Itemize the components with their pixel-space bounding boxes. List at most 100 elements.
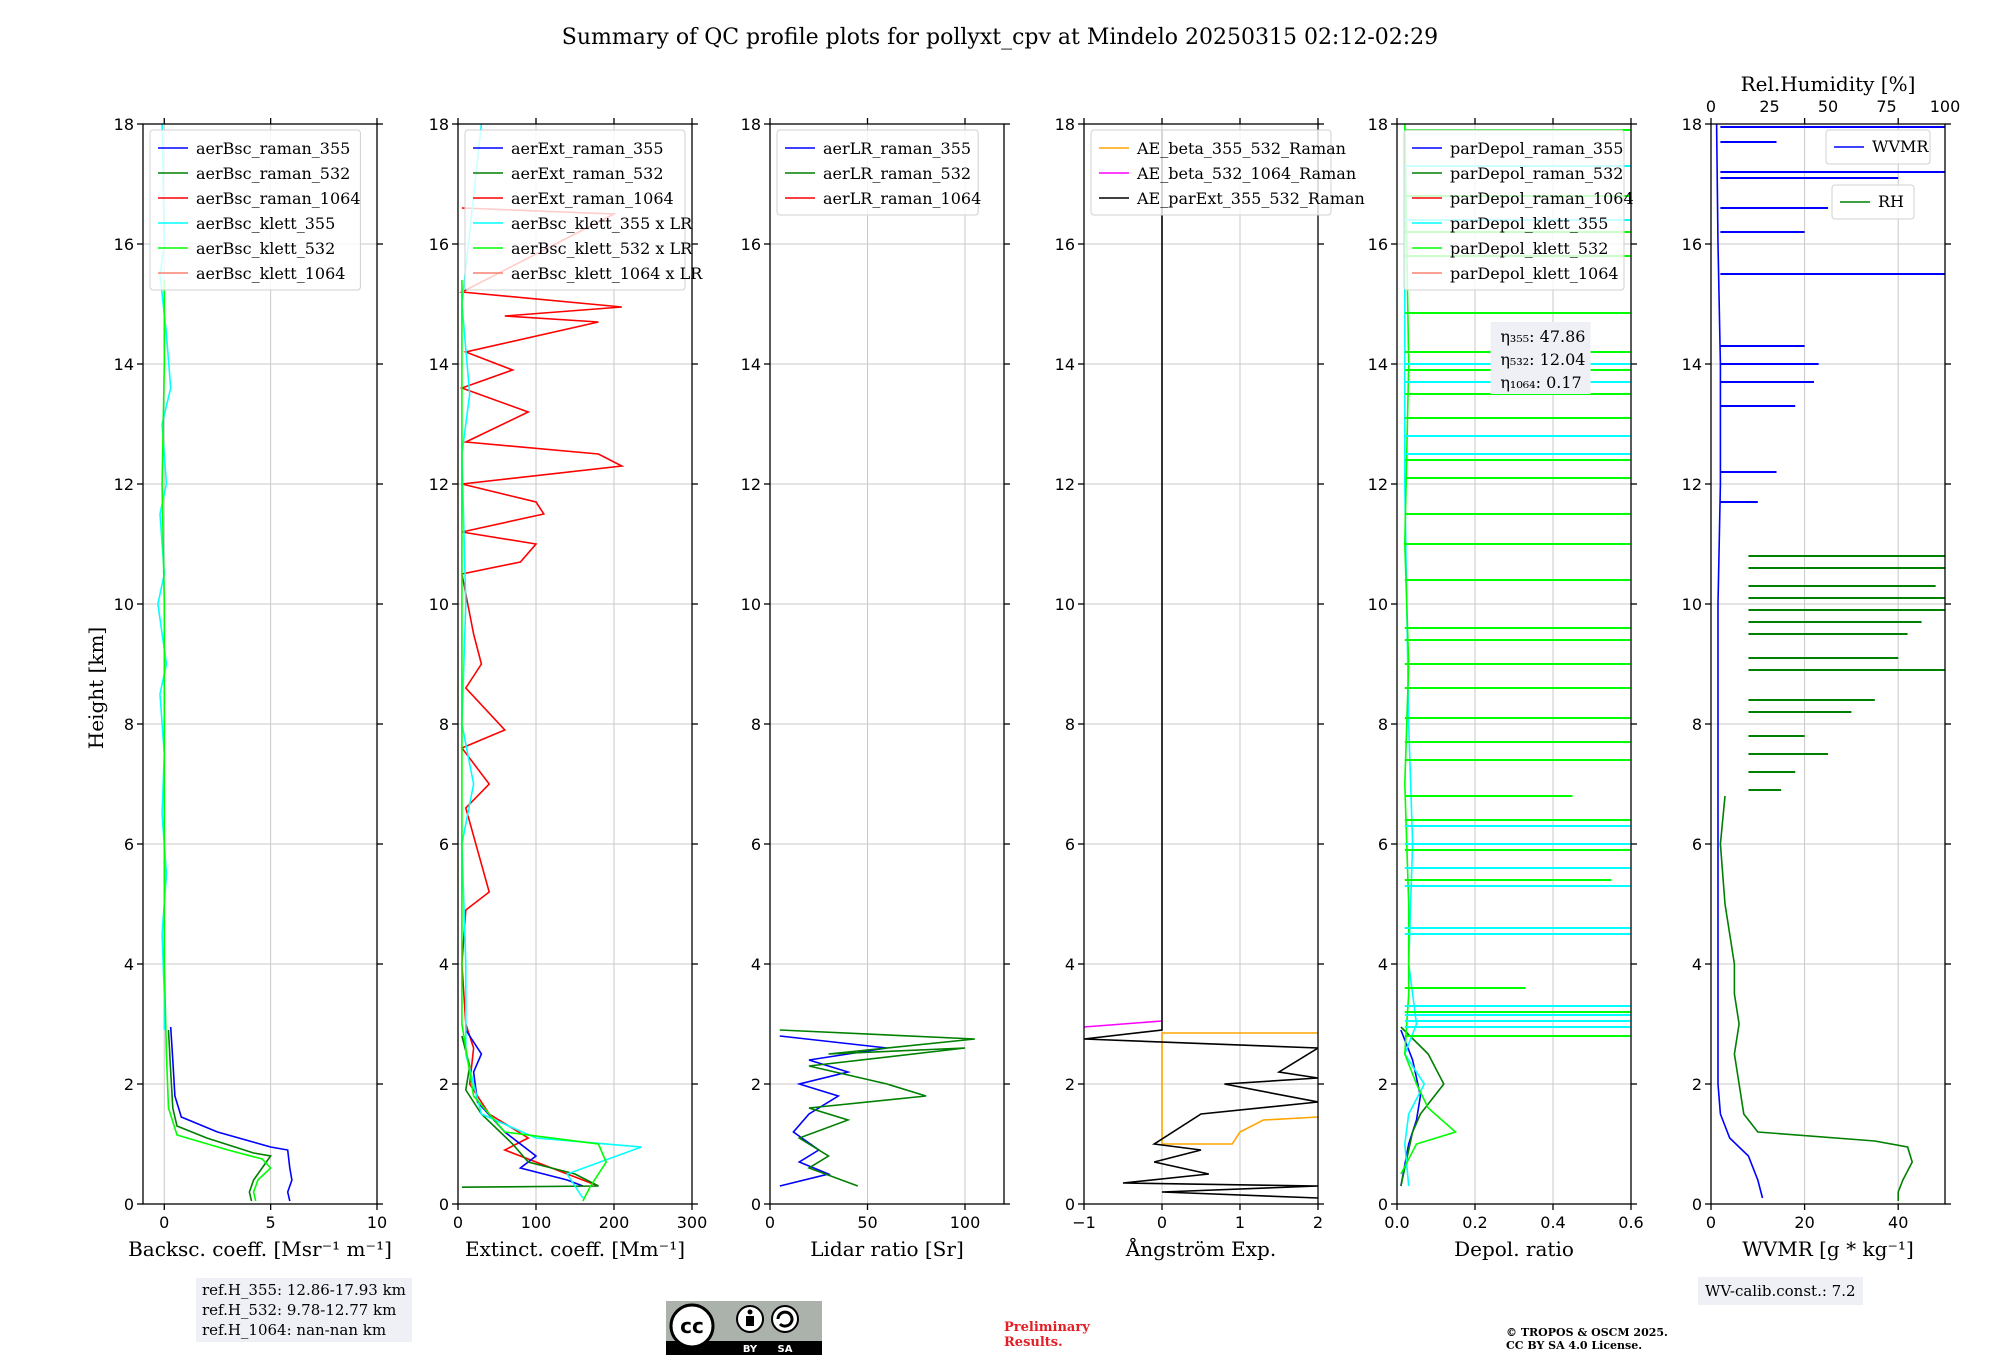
wv-calib-text: WV-calib.const.: 7.2 [1705,1282,1856,1300]
y-tick-label: 6 [1378,835,1388,854]
by-label: BY [743,1344,758,1355]
y-tick-label: 18 [1055,115,1075,134]
x-tick-label: 100 [521,1213,552,1232]
panel-backscatter: 0 2 4 6 8 10 12 14 16 18 0 5 10 Backsc. coeff. [Msr⁻¹… [114,115,392,1261]
x-tick-label: 2 [1313,1213,1323,1232]
preliminary-note: Preliminary Results. [1004,1320,1090,1350]
sa-label: SA [778,1344,793,1355]
ref-height-532: ref.H_532: 9.78-12.77 km [202,1301,397,1319]
y-axis-label: Height [km] [84,627,108,749]
x-tick-label: 0 [453,1213,463,1232]
x-axis-label: WVMR [g * kg⁻¹] [1742,1237,1914,1261]
x2-tick-label: 75 [1876,97,1896,116]
legend-entry: AE_beta_532_1064_Raman [1136,164,1356,183]
legend-box [1090,129,1332,216]
y-tick-label: 16 [741,235,761,254]
series-AE_parExt_355_532_Raman [1084,130,1318,1199]
x2-tick-label: 100 [1930,97,1961,116]
y-tick-label: 4 [1065,955,1075,974]
legend-entry: AE_beta_355_532_Raman [1136,139,1346,158]
y-tick-label: 14 [429,355,449,374]
series-group [1084,130,1318,1199]
y-tick-label: 8 [439,715,449,734]
x-tick-label: 100 [950,1213,981,1232]
legend-entry: parDepol_raman_1064 [1450,189,1634,208]
x-tick-label: 0.2 [1462,1213,1487,1232]
series-group [1715,124,1945,1201]
copyright-line-2: CC BY SA 4.0 License. [1506,1339,1643,1352]
x-tick-label: 1 [1235,1213,1245,1232]
x-axis-label: Ångström Exp. [1125,1236,1276,1261]
x-tick-label: 0 [765,1213,775,1232]
sa-icon [771,1305,799,1333]
y-tick-label: 12 [1368,475,1388,494]
y-tick-label: 0 [1692,1195,1702,1214]
x-tick-label: 0.6 [1618,1213,1643,1232]
preliminary-line-1: Preliminary [1004,1320,1090,1335]
y-tick-label: 2 [439,1075,449,1094]
cc-license-badge[interactable]: cc BY SA [666,1301,822,1355]
y-tick-label: 10 [1368,595,1388,614]
series-AE_beta_355_532_Raman [1161,1032,1318,1145]
legend-entry: aerBsc_klett_532 x LR [511,239,693,258]
x-tick-label: 5 [266,1213,276,1232]
y-tick-label: 14 [114,355,134,374]
ref-height-355: ref.H_355: 12.86-17.93 km [202,1281,406,1299]
y-tick-label: 10 [1055,595,1075,614]
legend-entry: aerBsc_klett_1064 x LR [511,264,703,283]
y-tick-label: 14 [741,355,761,374]
y-tick-label: 16 [429,235,449,254]
series-aerLR_raman_532 [779,1029,975,1187]
y-tick-label: 6 [124,835,134,854]
cc-icon [669,1303,715,1349]
legend-entry: AE_parExt_355_532_Raman [1136,189,1365,208]
y-tick-label: 8 [1692,715,1702,734]
legend-entry: aerLR_raman_1064 [823,189,981,208]
y-tick-label: 0 [1065,1195,1075,1214]
series-aerExt_raman_1064 [459,207,625,1187]
y-tick-label: 6 [439,835,449,854]
y-tick-label: 0 [751,1195,761,1214]
legend-box [1831,184,1915,220]
legend-box [1825,129,1931,165]
x-tick-label: 0 [159,1213,169,1232]
y-tick-label: 18 [741,115,761,134]
y-tick-label: 18 [1682,115,1702,134]
y-tick-label: 18 [114,115,134,134]
y-tick-label: 16 [1368,235,1388,254]
preliminary-line-2: Results. [1004,1335,1063,1350]
y-tick-label: 0 [124,1195,134,1214]
y-tick-label: 4 [1378,955,1388,974]
y-tick-label: 12 [1682,475,1702,494]
series-parDepol_raman_355 [1400,1029,1422,1187]
legend-entry: aerBsc_klett_355 x LR [511,214,693,233]
legend-entry: aerBsc_raman_1064 [196,189,361,208]
series-aerExt_raman_532 [461,1035,599,1188]
y-tick-label: 10 [114,595,134,614]
y-tick-label: 2 [1692,1075,1702,1094]
series-aerBsc_klett_355 [157,124,172,1030]
series-AE_beta_532_1064_Raman [1084,1020,1163,1028]
y-tick-label: 18 [429,115,449,134]
y-tick-label: 10 [1682,595,1702,614]
x2-tick-label: 25 [1759,97,1779,116]
y-tick-label: 0 [439,1195,449,1214]
series-group [779,1029,975,1187]
y-tick-label: 6 [1065,835,1075,854]
y-tick-label: 2 [1065,1075,1075,1094]
legend-box [149,129,361,291]
eta-value: η₅₃₂: 12.04 [1500,350,1585,369]
ref-height-box: ref.H_355: 12.86-17.93 km ref.H_532: 9.7… [196,1278,412,1342]
y-tick-label: 6 [1692,835,1702,854]
x2-tick-label: 50 [1818,97,1838,116]
y-tick-label: 6 [751,835,761,854]
series-group [157,124,293,1202]
legend-entry: aerBsc_raman_532 [196,164,350,183]
cc-label: cc [680,1314,704,1338]
legend-entry: parDepol_klett_355 [1450,214,1608,233]
legend-box [1403,129,1625,291]
y-tick-label: 16 [1055,235,1075,254]
axes-frame [457,123,693,1205]
